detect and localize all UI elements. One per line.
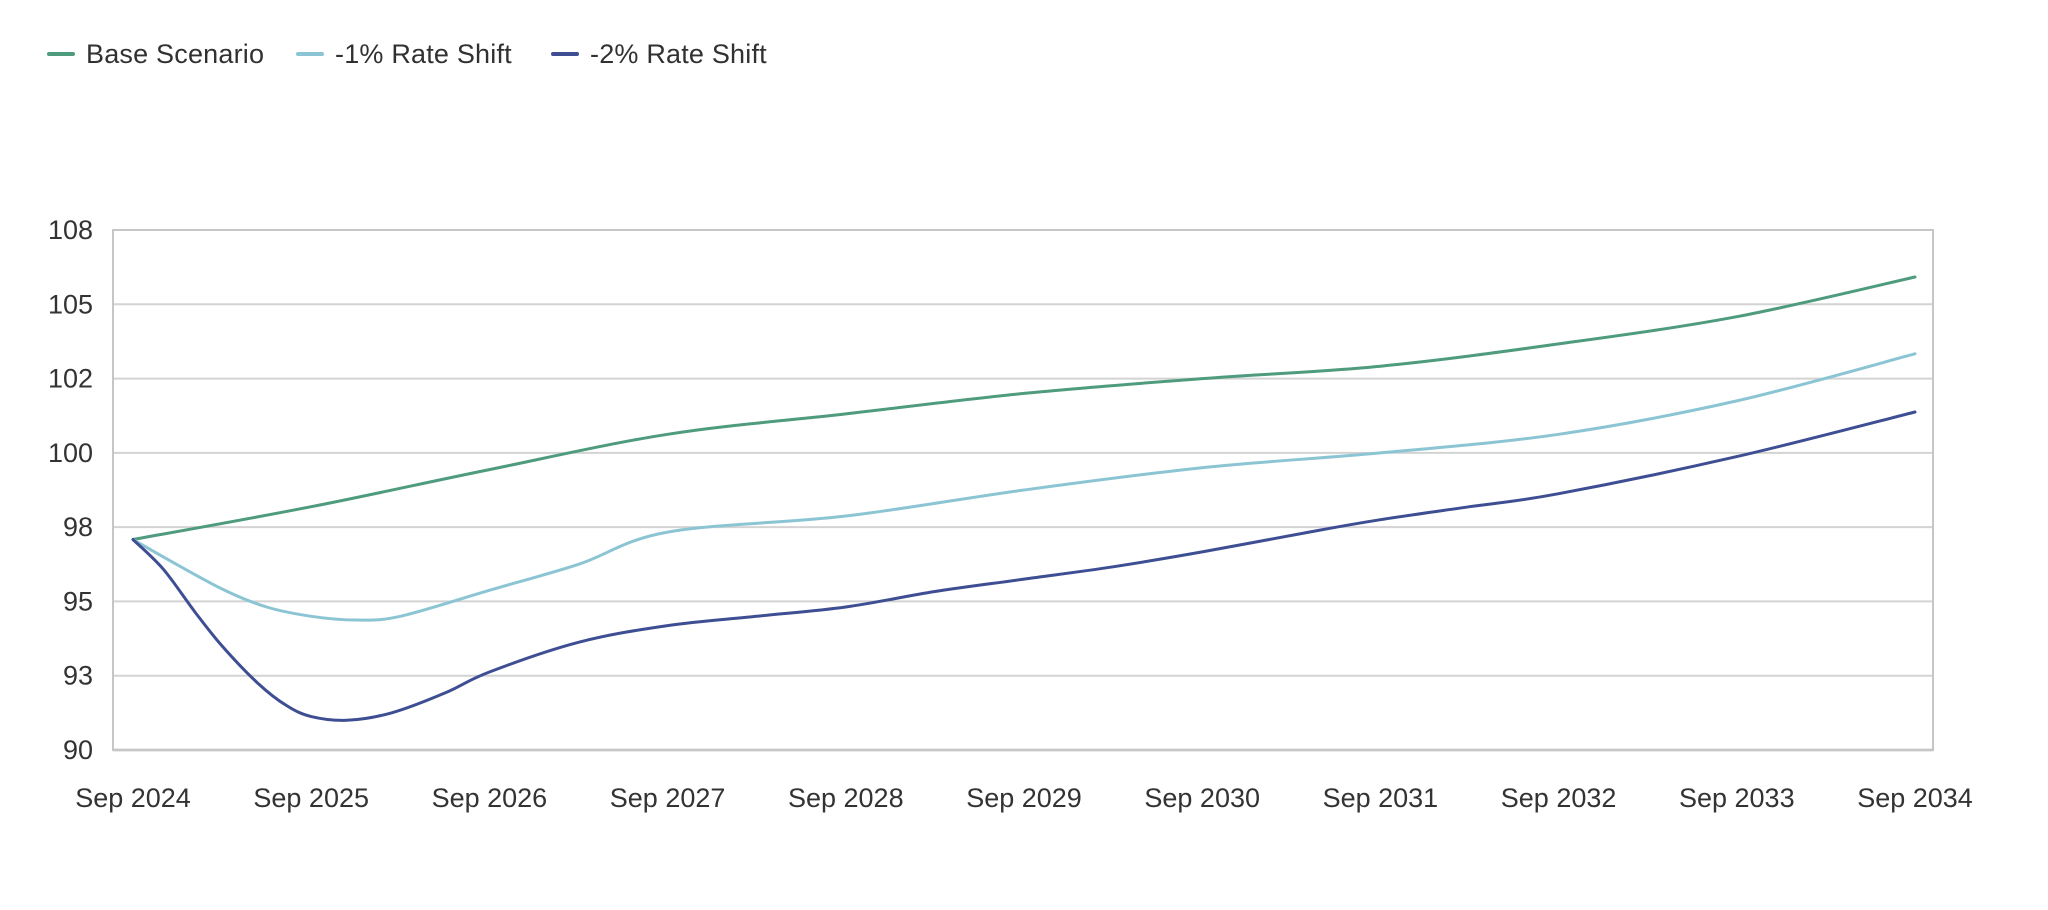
- y-tick-label: 98: [63, 512, 93, 542]
- x-tick-label: Sep 2034: [1857, 783, 1973, 813]
- x-tick-label: Sep 2033: [1679, 783, 1795, 813]
- series-line-1-rate-shift: [131, 352, 1917, 622]
- y-tick-label: 100: [48, 438, 93, 468]
- x-tick-label: Sep 2031: [1323, 783, 1439, 813]
- legend-item-base-scenario[interactable]: Base Scenario: [47, 36, 264, 72]
- y-tick-label: 90: [63, 735, 93, 765]
- series-line-2-rate-shift: [131, 410, 1917, 722]
- y-tick-label: 102: [48, 364, 93, 394]
- plot-border: [112, 229, 1934, 751]
- y-tick-label: 105: [48, 289, 93, 319]
- x-tick-label: Sep 2025: [253, 783, 369, 813]
- y-tick-label: 93: [63, 661, 93, 691]
- base-scenario-line-swatch: [47, 52, 75, 56]
- chart-legend: Base Scenario -1% Rate Shift -2% Rate Sh…: [0, 36, 2048, 72]
- legend-item-minus2-rate-shift[interactable]: -2% Rate Shift: [551, 36, 767, 72]
- legend-label: -2% Rate Shift: [590, 38, 767, 69]
- minus2-rate-shift-line-swatch: [551, 52, 579, 56]
- y-tick-label: 95: [63, 586, 93, 616]
- x-tick-label: Sep 2027: [610, 783, 726, 813]
- minus1-rate-shift-line-swatch: [296, 52, 324, 56]
- x-tick-label: Sep 2030: [1144, 783, 1260, 813]
- x-tick-label: Sep 2026: [432, 783, 548, 813]
- legend-label: -1% Rate Shift: [335, 38, 512, 69]
- x-tick-label: Sep 2028: [788, 783, 904, 813]
- legend-label: Base Scenario: [86, 38, 265, 69]
- x-tick-label: Sep 2032: [1501, 783, 1617, 813]
- x-tick-label: Sep 2024: [75, 783, 191, 813]
- legend-item-minus1-rate-shift[interactable]: -1% Rate Shift: [296, 36, 512, 72]
- series-line-base-scenario: [131, 275, 1917, 542]
- y-tick-label: 108: [48, 215, 93, 245]
- x-tick-label: Sep 2029: [966, 783, 1082, 813]
